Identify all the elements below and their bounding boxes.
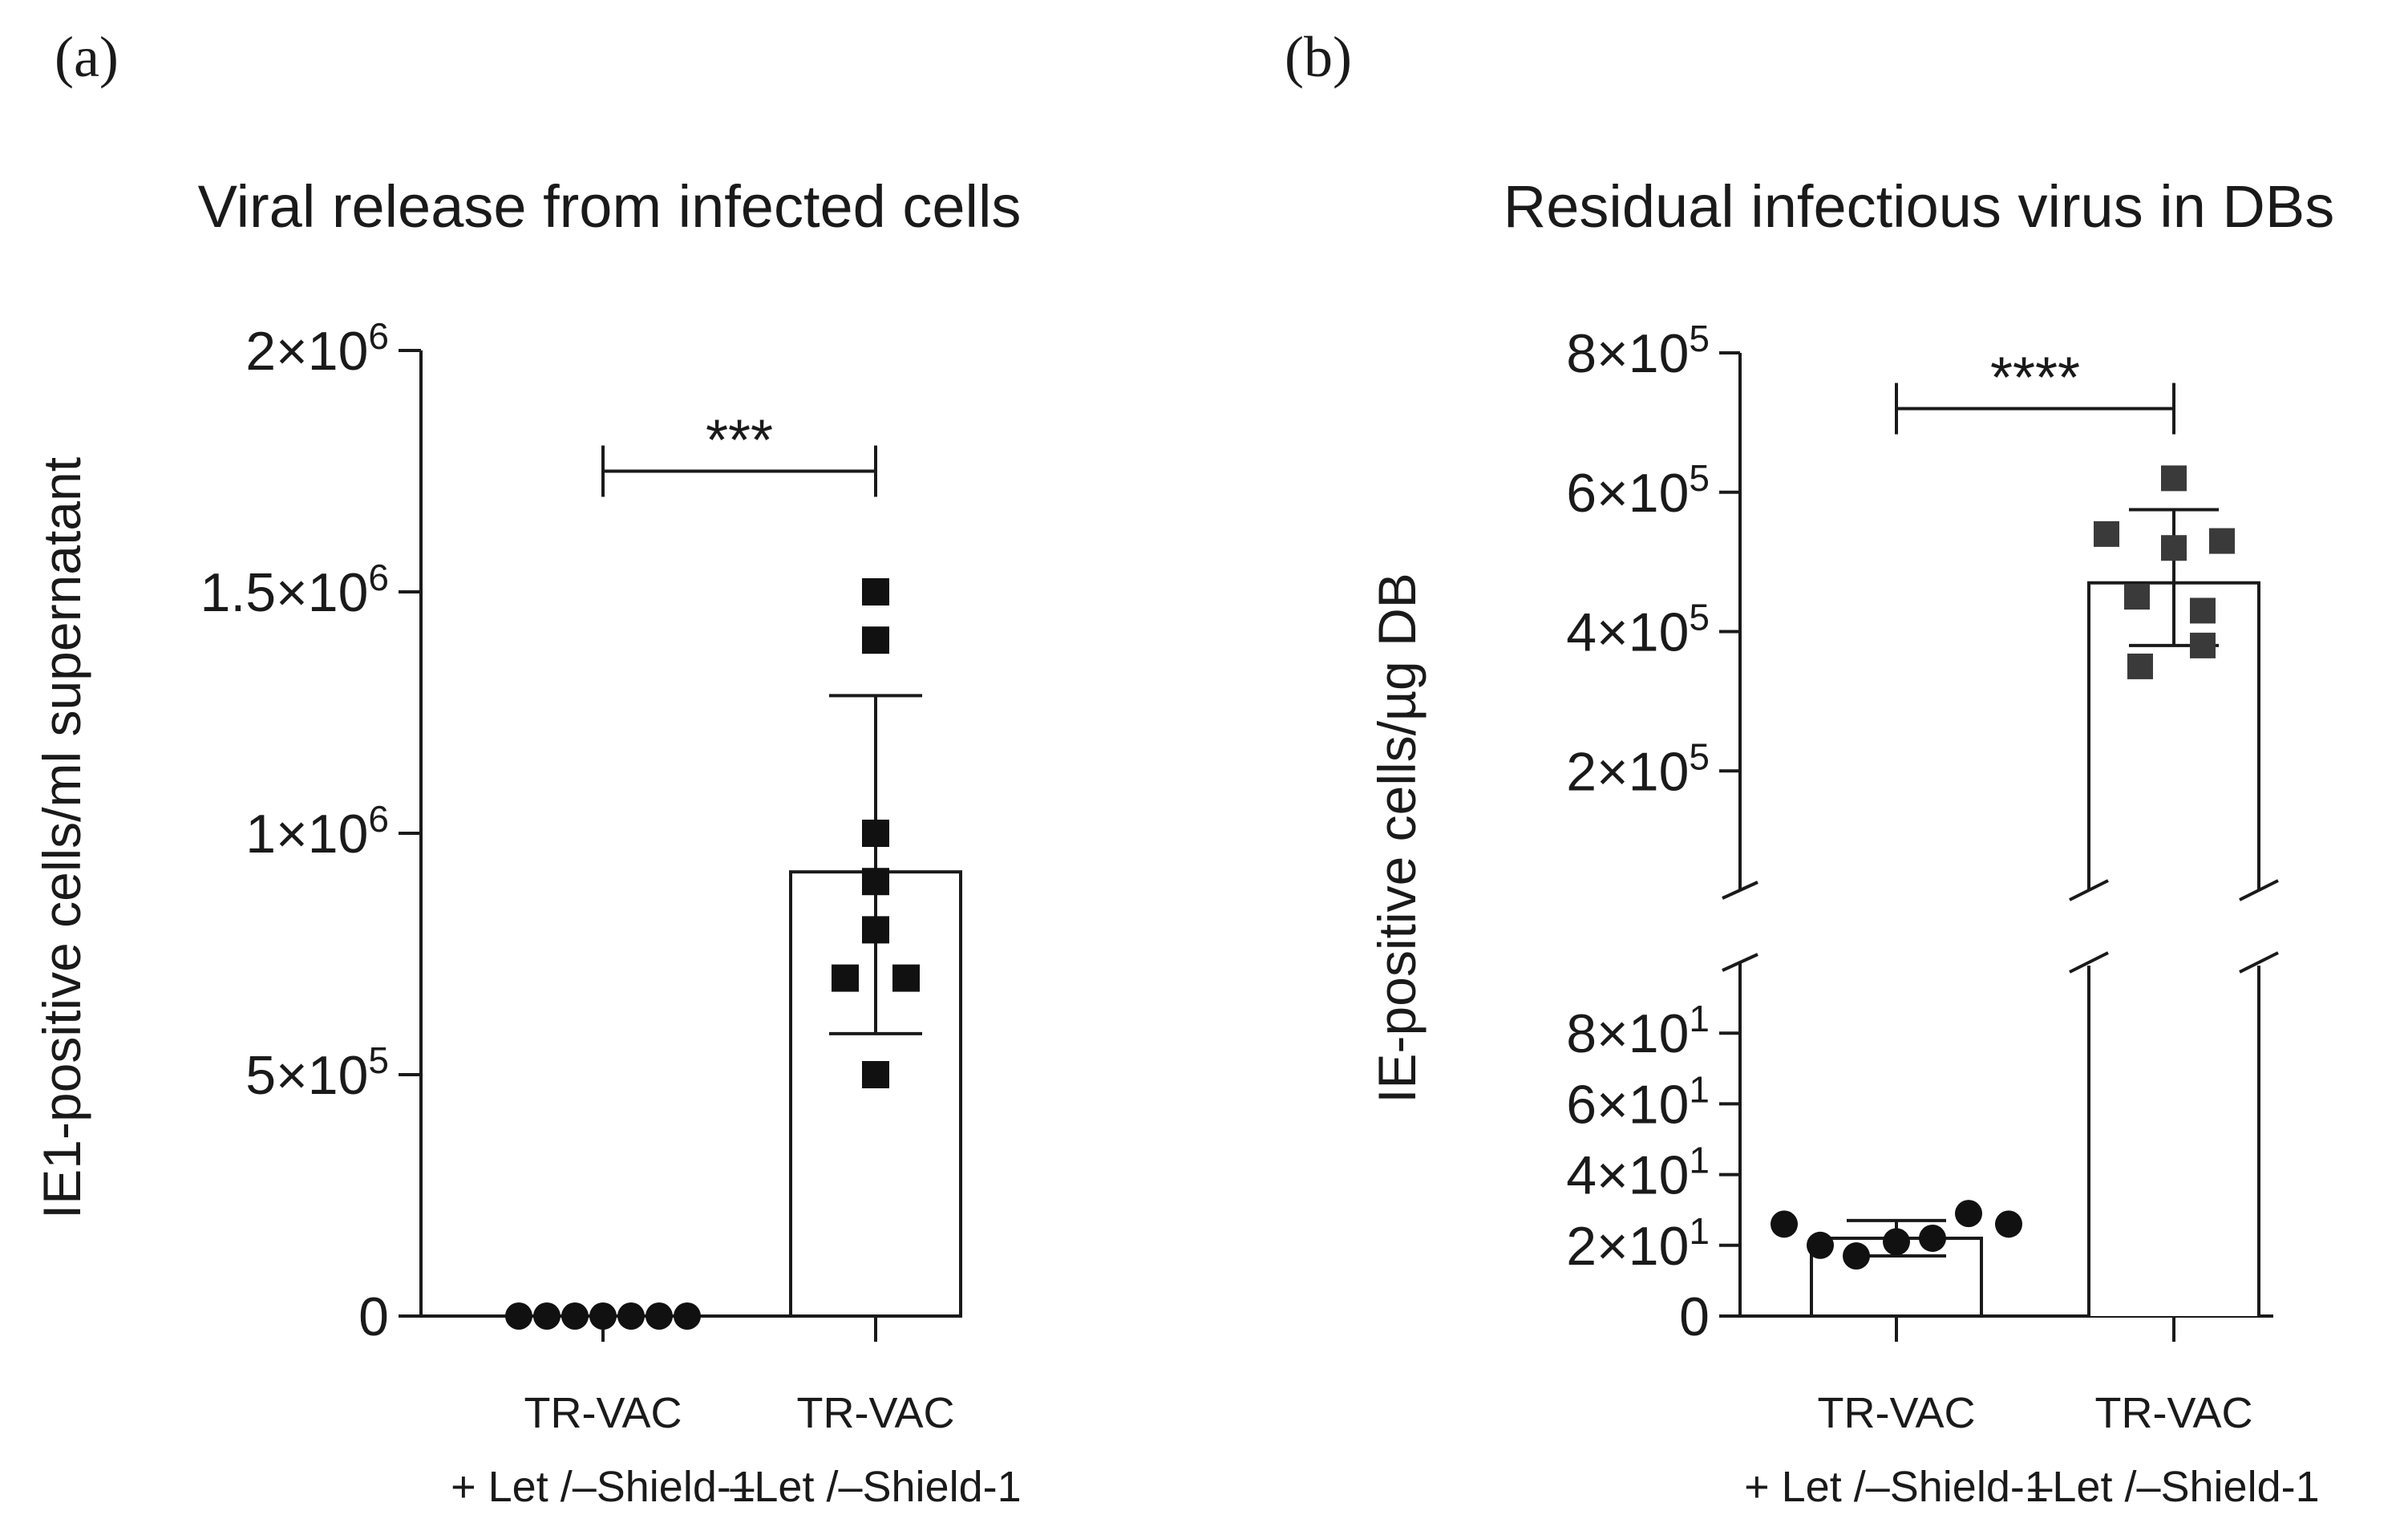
- panel-b-bar-2-break-mark-upper-2: [2239, 879, 2279, 901]
- panel-b-bar-2-gap-mask: [2087, 961, 2260, 966]
- panel-b-data-point-square: [2094, 520, 2119, 547]
- panel-b-category-1-line-2: + Let /–Shield-1: [1744, 1463, 2049, 1511]
- panel-b-data-point-circle: [1955, 1200, 1982, 1228]
- panel-b-bars: [1810, 508, 2279, 1318]
- panel-b-lower-y-tick-label-3: 4×101: [1566, 1140, 1710, 1206]
- panel-b-data-point-circle: [1883, 1228, 1910, 1256]
- panel-b-data-point-square: [2190, 597, 2216, 624]
- panel-b-bar-2-break-mark-upper-1: [2069, 879, 2109, 901]
- panel-a-data-point-square: [862, 578, 889, 606]
- panel-a-data-point-circle: [533, 1302, 561, 1330]
- panel-b-data-point-square: [2161, 465, 2187, 492]
- panel-a-data-point-square: [862, 1061, 889, 1088]
- panel-b-significance: ****: [1895, 346, 2175, 435]
- panel-b-upper-y-tick-label-3: 6×105: [1566, 457, 1710, 524]
- panel-a-data-point-square: [832, 964, 859, 992]
- panel-b-category-2-line-1: TR-VAC: [2095, 1389, 2253, 1437]
- panel-b-bar-2-lower-part: [2087, 961, 2260, 1316]
- panel-b-data-point-circle: [1919, 1224, 1946, 1252]
- panel-b-lower-y-tick-label-5: 8×101: [1566, 998, 1710, 1064]
- panel-a-data-point-square: [862, 916, 889, 944]
- panel-a-y-tick-label-5: 2×106: [245, 315, 389, 382]
- panel-a-category-2-line-2: –Let /–Shield-1: [730, 1463, 1021, 1511]
- panel-a-label: (a): [55, 25, 119, 89]
- panel-b-lower-y-tick-label-2: 2×101: [1566, 1210, 1710, 1277]
- panel-b-data-point-square: [2190, 632, 2216, 658]
- panel-a-data-point-circle: [561, 1302, 589, 1330]
- panel-a-y-tick-label-1: 0: [358, 1286, 389, 1347]
- panel-b-category-2-line-2: –Let /–Shield-1: [2028, 1463, 2319, 1511]
- panel-b-bar-2-break-mark-lower-2: [2239, 951, 2279, 974]
- panel-b-upper-y-tick-label-1: 2×105: [1566, 735, 1710, 802]
- panel-a-title: Viral release from infected cells: [198, 173, 1022, 240]
- panel-a-significance-stars: ***: [706, 409, 773, 473]
- panel-b-title: Residual infectious virus in DBs: [1503, 173, 2334, 240]
- panel-a-category-1-line-1: TR-VAC: [524, 1389, 682, 1437]
- panel-b-y-axis-break-mark-upper: [1722, 881, 1758, 900]
- panel-b-bar-2-break-mark-lower-1: [2069, 951, 2109, 974]
- panel-b-upper-y-tick-label-2: 4×105: [1566, 597, 1710, 663]
- panel-b-category-labels: TR-VAC + Let /–Shield-1 TR-VAC –Let /–Shiel…: [1744, 1389, 2320, 1511]
- panel-b-data-point-circle: [1807, 1231, 1834, 1259]
- panel-b-data-point-circle: [1995, 1210, 2022, 1238]
- panel-b-significance-stars: ****: [1990, 346, 2080, 411]
- panel-a-y-axis-label: IE1-positive cells/ml supernatant: [32, 457, 91, 1219]
- panel-a-bars: [518, 694, 962, 1318]
- panel-a-data-point-circle: [589, 1302, 617, 1330]
- panel-a-data-point-circle: [674, 1302, 701, 1330]
- panel-a-category-1-line-2: + Let /–Shield-1: [451, 1463, 755, 1511]
- panel-b-lower-y-tick-label-4: 6×101: [1566, 1068, 1710, 1135]
- panel-a-data-point-square: [892, 964, 920, 992]
- panel-a-axes: 0 5×105 1×106 1.5×106 2×106: [200, 315, 962, 1347]
- panel-b-data-point-square: [2161, 535, 2187, 561]
- panel-a-data-point-square: [862, 820, 889, 847]
- panel-a-y-tick-label-3: 1×106: [245, 798, 389, 865]
- panel-a-points: [505, 578, 920, 1330]
- panel-b-label: (b): [1285, 25, 1352, 89]
- panel-a-category-labels: TR-VAC + Let /–Shield-1 TR-VAC –Let /–Shiel…: [451, 1389, 1022, 1511]
- panel-a-data-point-square: [862, 626, 889, 654]
- panel-a-significance: ***: [601, 409, 877, 497]
- panel-b-lower-y-tick-label-1: 0: [1679, 1286, 1710, 1347]
- panel-a-data-point-square: [862, 868, 889, 896]
- panel-b-points: [1771, 465, 2235, 1270]
- panel-a-y-tick-label-4: 1.5×106: [200, 557, 389, 623]
- panel-a-data-point-circle: [646, 1302, 673, 1330]
- panel-b-data-point-circle: [1771, 1210, 1798, 1238]
- panel-b: (b) Residual infectious virus in DBs IE-…: [1285, 25, 2334, 1511]
- panel-a-category-2-line-1: TR-VAC: [797, 1389, 955, 1437]
- panel-b-category-1-line-1: TR-VAC: [1818, 1389, 1976, 1437]
- panel-b-upper-y-tick-label-4: 8×105: [1566, 318, 1710, 384]
- panel-b-y-axis-break-mark-lower: [1722, 953, 1758, 972]
- panel-a-data-point-circle: [505, 1302, 532, 1330]
- panel-a-y-tick-label-2: 5×105: [245, 1039, 389, 1106]
- panel-a-data-point-circle: [617, 1302, 645, 1330]
- panel-b-data-point-circle: [1843, 1242, 1870, 1270]
- panel-a: (a) Viral release from infected cells IE…: [32, 25, 1022, 1511]
- panel-b-data-point-square: [2124, 584, 2150, 610]
- panel-b-y-axis-label: IE-positive cells/µg DB: [1367, 573, 1427, 1104]
- panel-b-data-point-square: [2209, 528, 2235, 554]
- panel-b-data-point-square: [2127, 653, 2153, 679]
